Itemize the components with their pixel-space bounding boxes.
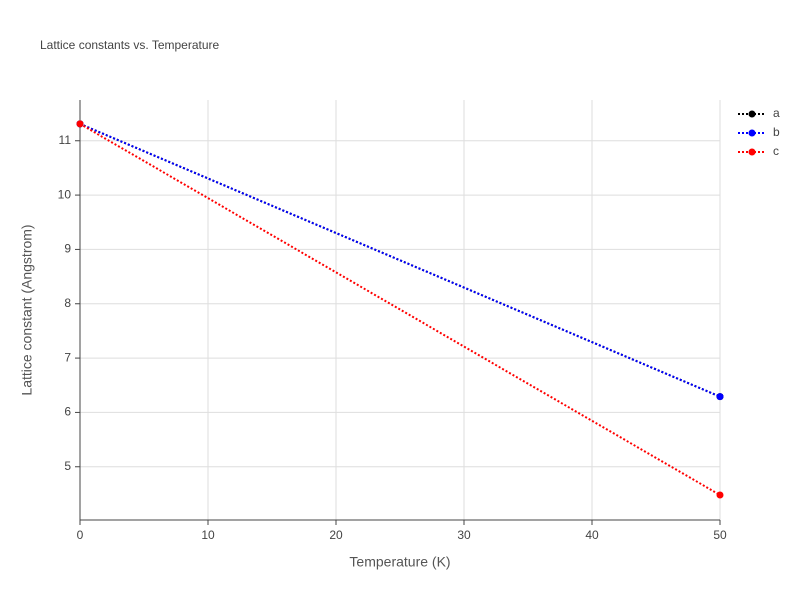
x-tick-label: 30 [457,528,471,542]
legend-label: c [773,144,779,158]
legend-marker [748,148,756,156]
x-axis-title: Temperature (K) [349,554,450,570]
y-tick-label: 9 [64,242,71,256]
y-tick-label: 8 [64,296,71,310]
x-tick-label: 10 [201,528,215,542]
x-tick-label: 50 [713,528,727,542]
point [716,491,724,499]
y-axis-title: Lattice constant (Angstrom) [19,224,35,395]
point [716,393,724,401]
chart-title: Lattice constants vs. Temperature [40,38,220,52]
y-tick-label: 11 [59,133,72,147]
y-tick-label: 7 [64,350,71,364]
legend-label: a [773,106,780,120]
point [76,120,84,128]
x-tick-label: 20 [329,528,343,542]
x-tick-label: 40 [585,528,599,542]
legend-marker [748,129,756,137]
legend-marker [748,110,756,118]
y-tick-label: 10 [58,187,72,201]
y-tick-label: 5 [64,459,71,473]
y-tick-label: 6 [64,405,71,419]
x-tick-label: 0 [77,528,84,542]
legend-label: b [773,125,780,139]
series-line [79,123,721,496]
